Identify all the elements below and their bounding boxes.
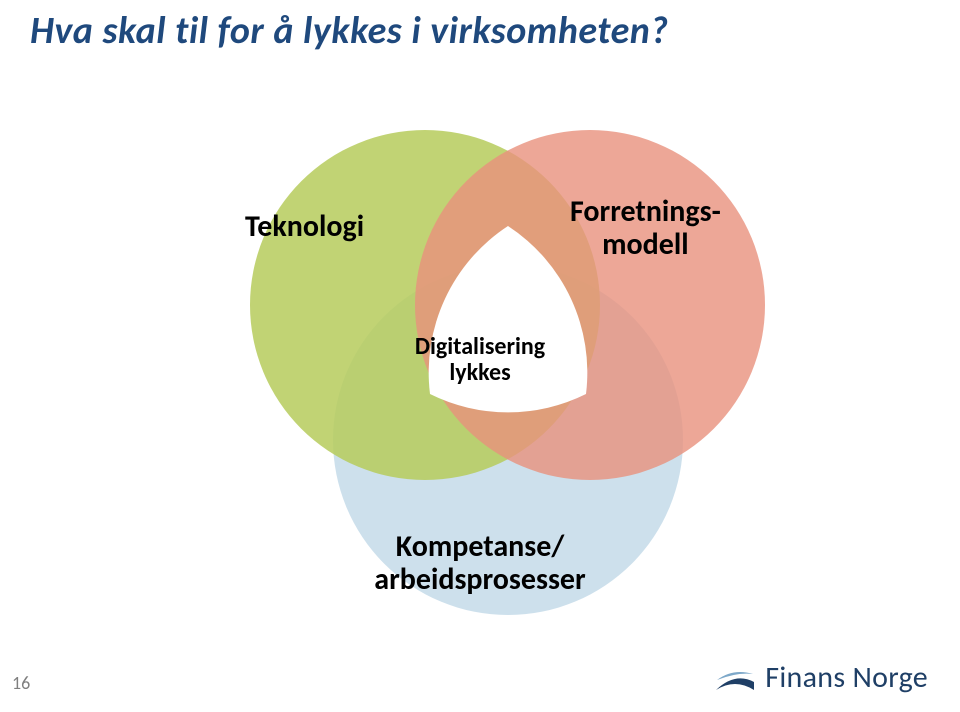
- label-kompetanse-line2: arbeidsprosesser: [374, 561, 585, 598]
- label-kompetanse-line1: Kompetanse/: [396, 528, 564, 565]
- label-forretnings-line1: Forretnings-: [570, 193, 721, 230]
- page-number: 16: [12, 672, 30, 694]
- label-center-line1: Digitalisering: [415, 332, 545, 361]
- label-teknologi: Teknologi: [245, 210, 364, 243]
- label-center-line2: lykkes: [449, 358, 510, 387]
- label-center: Digitalisering lykkes: [380, 334, 580, 387]
- logo-text: Finans Norge: [765, 659, 928, 696]
- label-kompetanse: Kompetanse/ arbeidsprosesser: [330, 530, 630, 596]
- label-forretningsmodell: Forretnings- modell: [570, 195, 721, 261]
- label-forretnings-line2: modell: [602, 226, 688, 263]
- finans-norge-logo: Finans Norge: [713, 659, 928, 696]
- slide: Hva skal til for å lykkes i virksomheten…: [0, 0, 960, 712]
- logo-mark-icon: [713, 660, 755, 696]
